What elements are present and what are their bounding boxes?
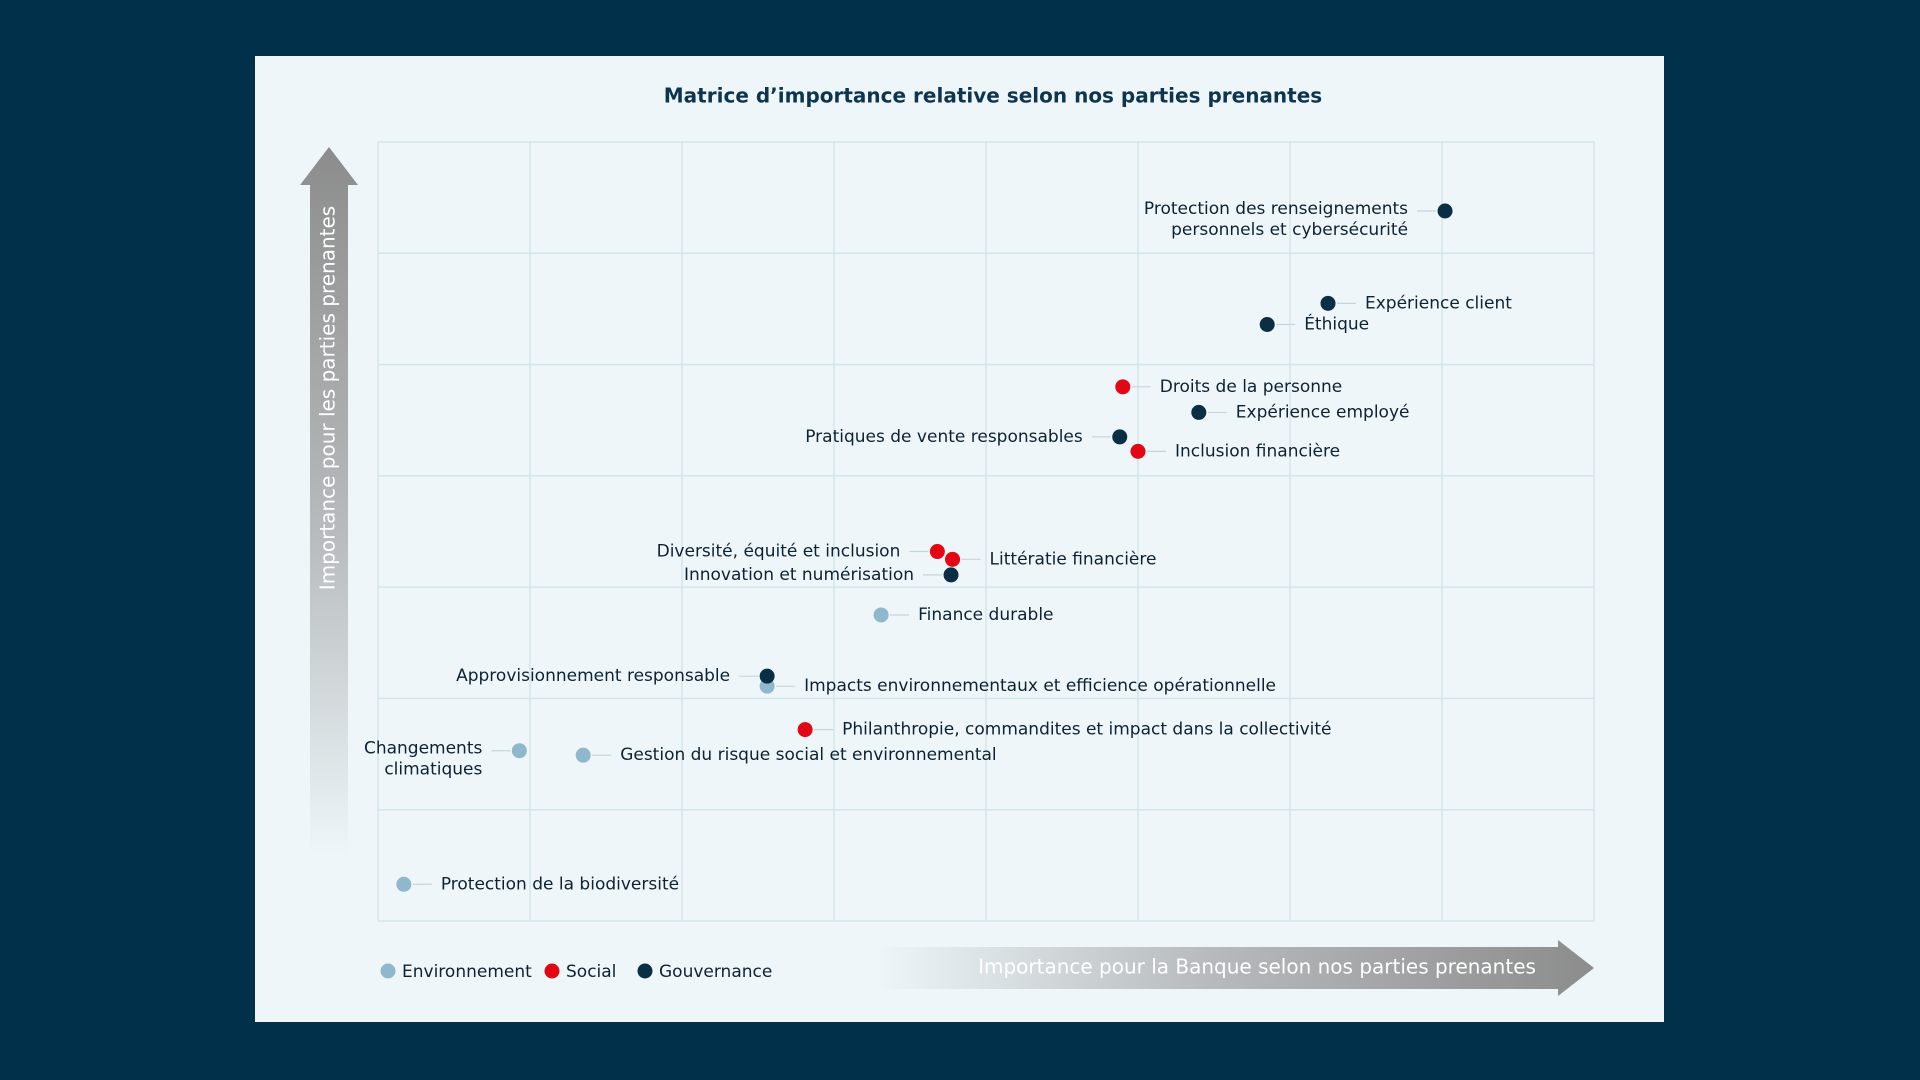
point-label-line: Changements [364,739,483,759]
point-label: Approvisionnement responsable [456,666,730,686]
legend-label: Social [566,962,616,982]
point [511,743,527,759]
point [1115,379,1131,395]
x-axis-arrow [876,940,1594,996]
point-label-line: climatiques [384,760,482,780]
point-label: Impacts environnementaux et efficience o… [804,676,1276,696]
legend: Environnement Social Gouvernance [380,962,772,982]
chart-title: Matrice d’importance relative selon nos … [664,84,1322,108]
point [1259,317,1275,333]
legend-marker [544,963,560,979]
point-label: Changements climatiques [364,739,483,780]
point-label: Pratiques de vente responsables [805,427,1083,447]
card [255,56,1664,1022]
point-label: Expérience client [1365,293,1512,313]
legend-marker [380,963,396,979]
point [575,747,591,763]
point [943,567,959,583]
point [1191,404,1207,420]
point [945,551,961,567]
point-label: Gestion du risque social et environnemen… [620,745,996,765]
point-label: Protection de la biodiversité [441,874,679,894]
point-label: Innovation et numérisation [684,565,914,585]
point-label: Littératie financière [990,549,1157,569]
point-label: Inclusion financière [1175,441,1340,461]
point-label: Philanthropie, commandites et impact dan… [842,720,1331,740]
point-label: Expérience employé [1236,402,1410,422]
point-label: Protection des renseignements personnels … [1144,199,1408,240]
point [929,544,945,560]
point-label-line: Protection des renseignements [1144,199,1408,219]
legend-label: Gouvernance [659,962,772,982]
point [797,722,813,738]
grid [377,141,1595,922]
point [873,607,889,623]
point-label: Diversité, équité et inclusion [657,542,901,562]
point-label-line: personnels et cybersécurité [1171,220,1408,240]
point [1320,295,1336,311]
y-axis-label: Importance pour les parties prenantes [316,206,340,590]
point [1437,203,1453,219]
point-label: Éthique [1304,313,1369,335]
point [1130,443,1146,459]
legend-label: Environnement [402,962,532,982]
y-axis-arrow [300,147,358,857]
point [1112,429,1128,445]
point [759,668,775,684]
x-axis-label: Importance pour la Banque selon nos part… [978,955,1536,979]
point-label: Droits de la personne [1160,377,1342,397]
point [396,876,412,892]
marks: Finance durable Impacts environnementaux … [364,199,1512,894]
point-label: Finance durable [918,605,1053,625]
legend-marker [637,963,653,979]
